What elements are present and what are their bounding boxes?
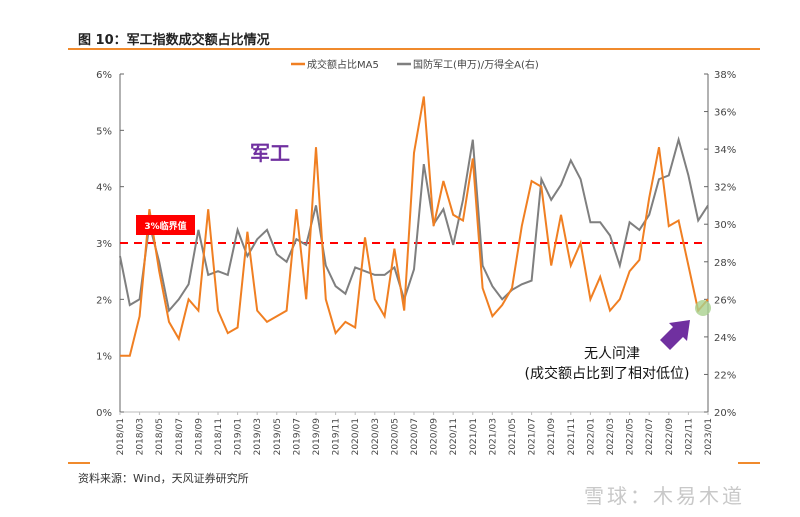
y-left-tick-label: 5%: [96, 126, 112, 137]
x-tick-label: 2020/03: [371, 418, 381, 455]
y-left-tick-label: 4%: [96, 183, 112, 194]
y-right-tick-label: 28%: [714, 258, 736, 269]
x-tick-label: 2018/11: [214, 418, 224, 455]
x-tick-label: 2021/11: [567, 418, 577, 455]
annotation-line-2: (成交额占比到了相对低位): [525, 365, 690, 382]
footer-mark-left: [68, 462, 90, 464]
x-tick-label: 2022/09: [665, 418, 675, 456]
legend-label-1: 国防军工(申万)/万得全A(右): [413, 58, 539, 71]
legend: 成交额占比MA5 国防军工(申万)/万得全A(右): [291, 58, 539, 71]
y-right-tick-label: 30%: [714, 220, 736, 231]
y-right-tick-label: 32%: [714, 183, 736, 194]
series-line-gray: [119, 135, 709, 313]
x-tick-label: 2020/01: [351, 418, 361, 455]
series-line-orange: [120, 96, 709, 357]
y-left-tick-label: 1%: [96, 352, 112, 363]
y-right-tick-label: 36%: [714, 108, 736, 119]
x-tick-label: 2018/05: [155, 418, 165, 455]
source-note: 资料来源：Wind，天风证券研究所: [78, 472, 249, 485]
x-tick-label: 2022/01: [586, 418, 596, 455]
y-left-tick-label: 0%: [96, 408, 112, 419]
y-right-tick-label: 22%: [714, 370, 736, 381]
x-tick-label: 2022/07: [645, 418, 655, 455]
x-tick-label: 2021/01: [469, 418, 479, 455]
x-tick-label: 2022/11: [684, 418, 694, 455]
annotation-line-1: 无人问津: [584, 346, 640, 362]
x-tick-label: 2021/03: [488, 418, 498, 455]
x-tick-label: 2020/05: [390, 418, 400, 455]
y-right-tick-label: 20%: [714, 408, 736, 419]
watermark: 雪球：木易木道: [584, 484, 745, 508]
footer-mark-right: [738, 462, 760, 464]
y-right-tick-label: 24%: [714, 333, 736, 344]
figure-title: 图 10：军工指数成交额占比情况: [78, 33, 270, 48]
x-tick-label: 2021/07: [528, 418, 538, 455]
x-tick-label: 2018/01: [116, 418, 126, 455]
x-tick-label: 2019/09: [312, 418, 322, 456]
line-chart: 成交额占比MA5 国防军工(申万)/万得全A(右) 0% 1% 2% 3% 4% 5% 6%…: [96, 58, 736, 456]
x-tick-label: 2022/03: [606, 418, 616, 455]
x-tick-label: 2018/03: [136, 418, 146, 455]
x-tick-label: 2023/01: [704, 418, 714, 455]
x-tick-label: 2018/07: [175, 418, 185, 455]
x-tick-label: 2021/09: [547, 418, 557, 456]
x-tick-label: 2022/05: [626, 418, 636, 455]
x-tick-label: 2019/01: [234, 418, 244, 455]
y-right-tick-label: 38%: [714, 70, 736, 81]
y-left-tick-label: 3%: [96, 239, 112, 250]
x-tick-label: 2018/09: [194, 418, 204, 456]
y-right-tick-label: 26%: [714, 295, 736, 306]
low-point-highlight: [695, 300, 711, 316]
x-tick-label: 2020/09: [430, 418, 440, 456]
x-tick-label: 2020/07: [410, 418, 420, 455]
x-tick-label: 2021/05: [508, 418, 518, 455]
threshold-label-box: [136, 215, 195, 235]
sector-label: 军工: [250, 141, 290, 165]
y-right-tick-label: 34%: [714, 145, 736, 156]
arrow-icon: [660, 320, 690, 350]
title-divider: [68, 48, 760, 50]
x-tick-label: 2020/11: [449, 418, 459, 455]
x-tick-label: 2019/11: [332, 418, 342, 455]
x-tick-label: 2019/07: [292, 418, 302, 455]
y-left-tick-label: 2%: [96, 295, 112, 306]
legend-label-0: 成交额占比MA5: [307, 58, 379, 71]
x-tick-label: 2019/05: [273, 418, 283, 455]
x-tick-label: 2019/03: [253, 418, 263, 455]
threshold-label: 3%临界值: [144, 220, 186, 232]
y-left-tick-label: 6%: [96, 70, 112, 81]
